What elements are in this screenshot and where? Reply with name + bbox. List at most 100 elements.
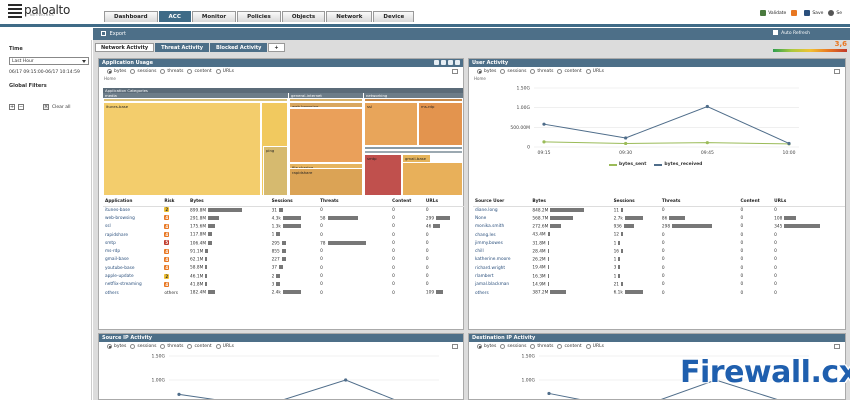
nav-tab-dashboard[interactable]: Dashboard [104, 11, 158, 22]
home-crumb[interactable]: Home [104, 76, 116, 81]
table-row[interactable]: ms-rdp 4 91.1M 855 0 0 0 [103, 247, 465, 255]
nav-tab-device[interactable]: Device [373, 11, 415, 22]
user-name[interactable]: richard.wright [475, 265, 506, 271]
app-name[interactable]: apple-update [105, 274, 134, 280]
radio-threats[interactable] [160, 69, 166, 74]
column-header[interactable]: Content [390, 198, 424, 207]
user-name[interactable]: chang.les [475, 232, 496, 238]
user-name[interactable]: others [475, 290, 489, 296]
radio-content[interactable] [557, 344, 563, 349]
table-row[interactable]: gmail-base 4 62.1M 227 0 0 0 [103, 256, 465, 264]
treemap-cell-web-browsing[interactable]: web-browsing [289, 102, 363, 108]
add-filter-icon[interactable]: + [9, 104, 15, 110]
treemap-cell-internet-utility[interactable]: internet-utility [289, 98, 363, 102]
app-name[interactable]: rapidshare [105, 232, 128, 238]
radio-threats[interactable] [160, 344, 166, 349]
treemap-category-networking[interactable]: networking [364, 93, 463, 98]
app-name[interactable]: ssl [105, 224, 111, 230]
user-name[interactable]: rlambert [475, 274, 494, 280]
table-row[interactable]: rlambert 16.3M 1 0 0 0 [473, 272, 845, 280]
nav-tab-network[interactable]: Network [326, 11, 373, 22]
column-header[interactable]: Threats [659, 198, 739, 207]
column-header[interactable]: Sessions [269, 198, 319, 207]
user-name[interactable]: katherine.moore [475, 257, 511, 263]
table-row[interactable]: rapidshare 4 117.8M 1 0 0 0 [103, 231, 465, 239]
check-icon[interactable] [834, 344, 840, 349]
column-header[interactable]: Application [103, 198, 163, 207]
clear-icon[interactable]: × [43, 104, 49, 110]
treemap-cell-rapidshare[interactable]: rapidshare [289, 168, 363, 196]
treemap-cell-email[interactable]: email [364, 150, 463, 154]
brand-logo[interactable]: paloalto [8, 4, 70, 18]
treemap-cell-ping[interactable]: ping [263, 146, 288, 196]
table-row[interactable]: smtp 5 106.4M 295 78 0 0 [103, 239, 465, 247]
export-link[interactable]: Export [109, 31, 126, 37]
table-row[interactable]: diane.long 848.2M 11 0 0 0 [473, 206, 845, 214]
save-link[interactable]: Save [812, 10, 824, 16]
table-icon[interactable] [448, 60, 453, 65]
remove-filter-icon[interactable]: − [18, 104, 24, 110]
subtab-threat-activity[interactable]: Threat Activity [155, 43, 210, 52]
radio-urls[interactable] [585, 344, 591, 349]
validate-link[interactable]: Validate [768, 10, 787, 16]
table-row[interactable]: chang.les 43.4M 12 0 0 0 [473, 231, 845, 239]
column-header[interactable]: Source User [473, 198, 531, 207]
user-name[interactable]: None [475, 215, 487, 221]
treemap-category-general-internet[interactable]: general-internet [289, 93, 363, 98]
auto-refresh-checkbox[interactable] [772, 30, 778, 35]
app-name[interactable]: ms-rdp [105, 249, 121, 255]
radio-content[interactable] [187, 69, 193, 74]
add-tab-button[interactable]: + [268, 43, 285, 52]
radio-urls[interactable] [215, 344, 221, 349]
check-icon[interactable] [452, 344, 458, 349]
radio-sessions[interactable] [500, 69, 506, 74]
treemap-cell[interactable] [289, 108, 363, 163]
radio-urls[interactable] [215, 69, 221, 74]
column-header[interactable]: Threats [318, 198, 391, 207]
radio-bytes[interactable] [477, 344, 482, 349]
radio-bytes[interactable] [107, 344, 112, 349]
nav-tab-policies[interactable]: Policies [237, 11, 281, 22]
treemap-cell-itunes-base[interactable]: itunes-base [103, 102, 261, 196]
table-row[interactable]: others others 182.4M 2.4k 0 0 109 [103, 289, 465, 297]
table-row[interactable]: itunes-base 2 899.8M 31 0 0 0 [103, 206, 465, 214]
radio-sessions[interactable] [500, 344, 506, 349]
treemap-cell-encrypted-tunnel[interactable]: encrypted-tunnel [364, 98, 463, 102]
treemap-cell-audio-streaming[interactable]: audio-streaming [103, 98, 288, 102]
treemap-category-media[interactable]: media [103, 93, 288, 98]
treemap-cell-ms-rdp[interactable]: ms-rdp [418, 102, 463, 146]
maximize-icon[interactable] [455, 60, 460, 65]
radio-content[interactable] [187, 344, 193, 349]
home-crumb[interactable]: Home [474, 76, 486, 81]
treemap-cell-collaboration[interactable]: collaboration [364, 146, 463, 150]
view-toggle-icon[interactable] [452, 69, 458, 74]
export-icon[interactable] [101, 31, 106, 36]
table-row[interactable]: apple-update 2 46.1M 2 0 0 0 [103, 272, 465, 280]
radio-threats[interactable] [530, 69, 536, 74]
user-name[interactable]: diane.long [475, 207, 498, 213]
radio-bytes[interactable] [477, 69, 482, 74]
radio-threats[interactable] [530, 344, 536, 349]
column-header[interactable]: Bytes [530, 198, 612, 207]
radio-sessions[interactable] [130, 344, 136, 349]
app-name[interactable]: netflix-streaming [105, 282, 142, 288]
radio-sessions[interactable] [130, 69, 136, 74]
app-name[interactable]: web-browsing [105, 215, 135, 221]
time-select[interactable]: Last Hour [9, 57, 89, 65]
treemap-cell-ssl[interactable]: ssl [364, 102, 418, 146]
chart-icon[interactable] [434, 60, 439, 65]
table-row[interactable]: ssl 4 175.6M 1.3k 0 0 46 [103, 223, 465, 231]
subtab-network-activity[interactable]: Network Activity [95, 43, 155, 52]
column-header[interactable]: URLs [423, 198, 465, 207]
treemap-cell-smtp[interactable]: smtp [364, 154, 402, 196]
table-row[interactable]: jamal.blackman 14.9M 21 0 0 0 [473, 281, 845, 289]
table-row[interactable]: richard.wright 19.4M 3 0 0 0 [473, 264, 845, 272]
user-name[interactable]: chill [475, 249, 484, 255]
table-row[interactable]: chill 28.4M 16 0 0 0 [473, 247, 845, 255]
check-icon[interactable] [834, 69, 840, 74]
radio-content[interactable] [557, 69, 563, 74]
table-row[interactable]: others 387.2M 6.1k 0 0 0 [473, 289, 845, 297]
user-name[interactable]: monika.smith [475, 224, 505, 230]
table-row[interactable]: katherine.moore 26.2M 1 0 0 0 [473, 256, 845, 264]
subtab-blocked-activity[interactable]: Blocked Activity [210, 43, 268, 52]
